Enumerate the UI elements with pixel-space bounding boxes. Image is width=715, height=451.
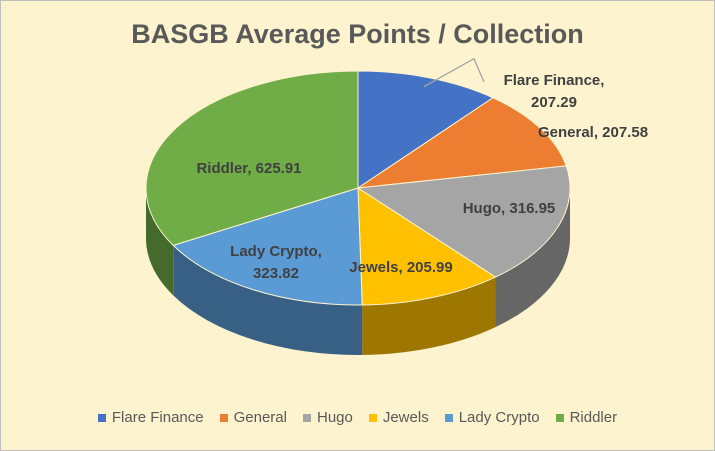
data-label: Riddler, 625.91 xyxy=(196,160,302,177)
data-label: General, 207.58 xyxy=(537,124,649,141)
legend-item: Riddler xyxy=(555,409,618,426)
slice-side xyxy=(495,188,570,328)
legend-swatch xyxy=(302,413,311,422)
slice xyxy=(357,70,494,189)
slice xyxy=(356,165,571,278)
slice-side xyxy=(362,277,496,355)
legend-swatch xyxy=(368,413,377,422)
data-label: Flare Finance, 207.29 xyxy=(503,72,605,111)
legend-item: General xyxy=(219,409,287,426)
slice xyxy=(145,70,359,246)
legend-swatch xyxy=(555,413,564,422)
legend: Flare Finance General Hugo Jewels Lady Crypt… xyxy=(1,409,714,426)
legend-label: Flare Finance xyxy=(111,409,204,426)
legend-swatch xyxy=(97,413,106,422)
legend-label: Riddler xyxy=(569,409,618,426)
legend-label: Jewels xyxy=(382,409,429,426)
data-label: Jewels, 205.99 xyxy=(349,259,453,276)
legend-label: General xyxy=(233,409,287,426)
legend-swatch xyxy=(444,413,453,422)
legend-item: Jewels xyxy=(368,409,429,426)
legend-item: Hugo xyxy=(302,409,353,426)
slice xyxy=(357,97,567,189)
legend-label: Hugo xyxy=(316,409,353,426)
slice-side xyxy=(146,188,174,296)
legend-label: Lady Crypto xyxy=(458,409,540,426)
legend-swatch xyxy=(219,413,228,422)
data-label: Hugo, 316.95 xyxy=(462,200,556,217)
chart-title: BASGB Average Points / Collection xyxy=(131,19,584,49)
slice-side xyxy=(173,245,363,356)
slice xyxy=(172,187,363,306)
data-label: Lady Crypto, 323.82 xyxy=(230,243,322,282)
legend-item: Lady Crypto xyxy=(444,409,540,426)
legend-item: Flare Finance xyxy=(97,409,204,426)
leader-line xyxy=(423,57,485,88)
slice xyxy=(357,187,497,306)
